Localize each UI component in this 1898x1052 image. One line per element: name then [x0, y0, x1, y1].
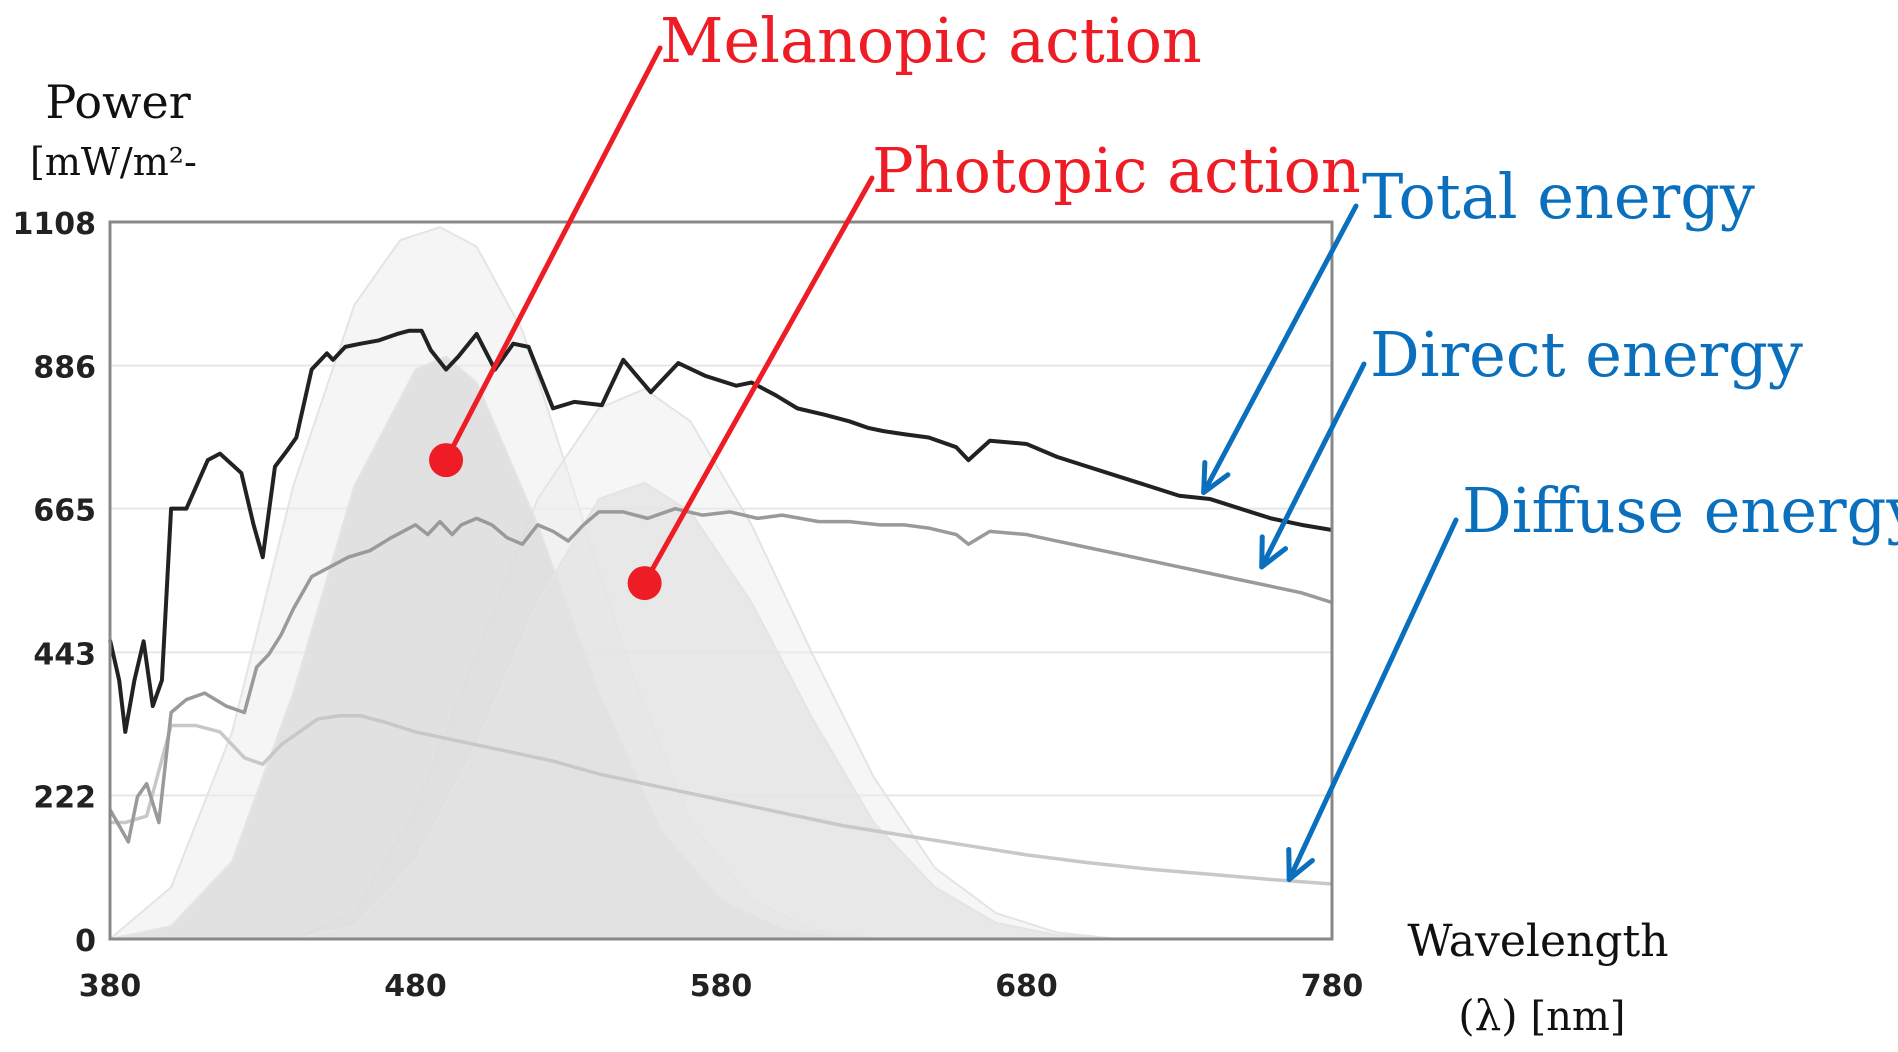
y-tick-labels: 0 222 443 665 886 1108	[13, 207, 97, 959]
x-tick-label-2: 580	[690, 969, 753, 1004]
x-tick-label-4: 780	[1301, 969, 1364, 1004]
x-tick-labels: 380 480 580 680 780	[79, 969, 1364, 1004]
photopic-action-area	[293, 481, 1180, 940]
melanopic-action-marker	[429, 443, 464, 478]
y-tick-label-4: 886	[33, 351, 96, 386]
y-axis-title: Power	[45, 75, 190, 129]
diffuse-energy-label: Diffuse energy	[1462, 474, 1898, 547]
x-axis-title: Wavelength	[1407, 916, 1668, 967]
action-spectra	[107, 226, 1180, 940]
x-axis-unit: [nm]	[1531, 994, 1626, 1040]
y-tick-label-1: 222	[33, 780, 96, 815]
total-energy-arrowhead	[1201, 460, 1231, 495]
photopic-action-label: Photopic action	[872, 134, 1361, 207]
y-tick-label-3: 665	[33, 494, 96, 529]
plot-frame	[108, 220, 1334, 941]
direct-energy-arrowhead	[1259, 534, 1289, 570]
y-tick-label-2: 443	[33, 637, 96, 672]
melanopic-action-leader-line	[443, 45, 663, 463]
melanopic-action-label: Melanopic action	[660, 4, 1202, 77]
total-energy-label: Total energy	[1362, 160, 1755, 233]
photopic-action-marker	[627, 566, 662, 601]
photopic-action-leader-line	[642, 175, 875, 586]
diffuse-energy-leader-line	[1286, 517, 1459, 882]
direct-energy-leader-line	[1259, 361, 1367, 570]
y-tick-label-5: 1108	[13, 207, 97, 242]
total-energy-leader-line	[1201, 203, 1359, 495]
x-axis-unit-symbol: (λ)	[1458, 991, 1517, 1040]
total-energy-line	[108, 328, 1333, 734]
diffuse-energy-arrowhead	[1286, 846, 1315, 882]
energy-series	[108, 328, 1333, 886]
y-axis-unit: [mW/m²-	[30, 140, 197, 184]
x-tick-label-1: 480	[384, 969, 447, 1004]
annotations: Melanopic action Photopic action Total ene…	[429, 4, 1898, 882]
diffuse-energy-line	[110, 713, 1333, 886]
x-tick-label-0: 380	[79, 969, 142, 1004]
direct-energy-label: Direct energy	[1370, 318, 1803, 391]
direct-energy-line	[108, 506, 1333, 844]
x-tick-label-3: 680	[995, 969, 1058, 1004]
y-tick-label-0: 0	[75, 924, 96, 959]
